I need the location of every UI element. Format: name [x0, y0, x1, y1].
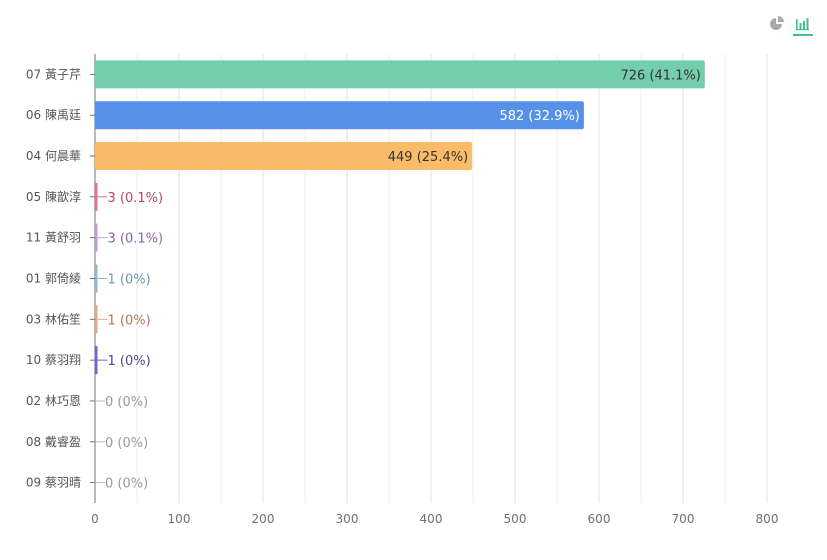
x-tick-label: 100: [168, 512, 191, 526]
value-label: 449 (25.4%): [388, 150, 468, 165]
x-tick-label: 200: [252, 512, 275, 526]
category-label: 07 黃子芹: [26, 67, 81, 81]
category-label: 03 林佑笙: [26, 311, 81, 326]
value-label: 3 (0.1%): [108, 232, 164, 247]
x-tick-label: 0: [91, 512, 99, 526]
value-label: 0 (0%): [105, 436, 148, 451]
value-label: 1 (0%): [108, 313, 151, 328]
value-label: 0 (0%): [105, 395, 148, 410]
category-label: 08 戴睿盈: [26, 434, 81, 449]
x-tick-label: 700: [672, 512, 695, 526]
bar[interactable]: [95, 101, 584, 130]
bar[interactable]: [95, 60, 705, 89]
category-label: 04 何晨華: [26, 149, 81, 163]
value-label: 0 (0%): [105, 477, 148, 492]
bar-chart-icon[interactable]: [793, 14, 813, 36]
chart-toolbar: [767, 14, 813, 36]
bar[interactable]: [95, 182, 98, 211]
x-tick-label: 400: [420, 512, 443, 526]
value-label: 3 (0.1%): [108, 191, 164, 206]
bar[interactable]: [95, 346, 98, 375]
bar[interactable]: [95, 142, 473, 171]
bar[interactable]: [95, 223, 98, 252]
pie-chart-icon[interactable]: [767, 14, 787, 36]
value-label: 1 (0%): [108, 273, 151, 288]
value-label: 1 (0%): [108, 354, 151, 369]
category-label: 10 蔡羽翔: [26, 353, 81, 367]
category-label: 09 蔡羽晴: [26, 476, 81, 490]
x-tick-label: 800: [756, 512, 779, 526]
x-tick-label: 500: [504, 512, 527, 526]
bar[interactable]: [95, 264, 98, 293]
value-label: 726 (41.1%): [620, 68, 700, 83]
active-view-underline: [793, 34, 813, 36]
bar[interactable]: [95, 305, 98, 334]
x-tick-label: 300: [336, 512, 359, 526]
x-tick-label: 600: [588, 512, 611, 526]
value-label: 582 (32.9%): [499, 109, 579, 124]
category-label: 05 陳歆淳: [26, 189, 81, 204]
category-label: 02 林巧恩: [26, 394, 81, 408]
category-label: 01 郭倚綾: [26, 271, 81, 286]
category-label: 06 陳禹廷: [26, 108, 81, 122]
category-label: 11 黃舒羽: [26, 231, 81, 245]
